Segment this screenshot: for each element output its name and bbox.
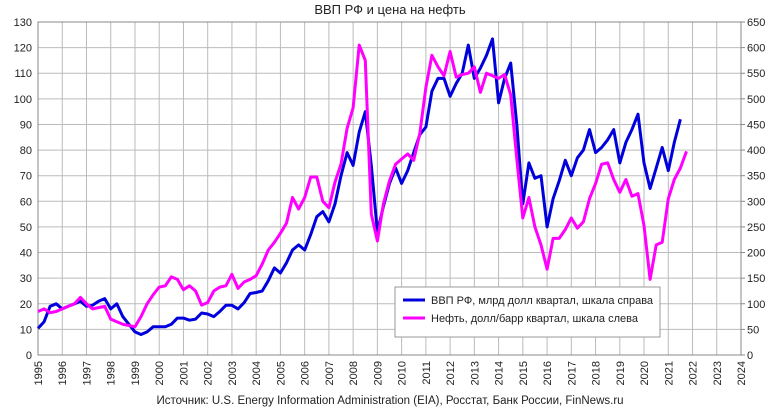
x-tick-label: 2005 xyxy=(275,361,287,385)
x-tick-label: 2012 xyxy=(445,361,457,385)
x-tick-label: 2008 xyxy=(348,361,360,385)
y2-tick-label: 450 xyxy=(747,119,765,131)
x-tick-label: 2011 xyxy=(421,361,433,385)
y-tick-label: 120 xyxy=(14,43,32,55)
x-tick-label: 2001 xyxy=(178,361,190,385)
y2-tick-label: 100 xyxy=(747,299,765,311)
x-tick-label: 2002 xyxy=(203,361,215,385)
legend-box xyxy=(394,286,661,338)
y2-tick-label: 550 xyxy=(747,68,765,80)
y-tick-label: 10 xyxy=(20,324,32,336)
x-tick-label: 2009 xyxy=(372,361,384,385)
x-tick-label: 2015 xyxy=(518,361,530,385)
x-tick-label: 1999 xyxy=(130,361,142,385)
y2-tick-label: 150 xyxy=(747,273,765,285)
y-tick-label: 80 xyxy=(20,145,32,157)
x-tick-label: 2021 xyxy=(663,361,675,385)
y2-tick-label: 400 xyxy=(747,145,765,157)
y2-tick-label: 50 xyxy=(747,324,759,336)
y-tick-label: 130 xyxy=(14,17,32,29)
y2-tick-label: 0 xyxy=(747,350,753,362)
y2-tick-label: 500 xyxy=(747,94,765,106)
x-tick-label: 2006 xyxy=(300,361,312,385)
y-tick-label: 100 xyxy=(14,94,32,106)
y2-tick-label: 600 xyxy=(747,43,765,55)
y2-tick-label: 200 xyxy=(747,248,765,260)
x-tick-label: 1998 xyxy=(106,361,118,385)
x-tick-label: 1997 xyxy=(81,361,93,385)
y2-tick-label: 250 xyxy=(747,222,765,234)
y-tick-label: 110 xyxy=(14,68,32,80)
y-tick-label: 50 xyxy=(20,222,32,234)
y-tick-label: 30 xyxy=(20,273,32,285)
y-tick-label: 90 xyxy=(20,119,32,131)
y-tick-label: 70 xyxy=(20,171,32,183)
x-tick-label: 1996 xyxy=(57,361,69,385)
x-tick-label: 2013 xyxy=(469,361,481,385)
chart-title: ВВП РФ и цена на нефть xyxy=(314,2,466,17)
plot-frame xyxy=(37,21,742,356)
x-tick-label: 2024 xyxy=(736,361,748,385)
y-tick-label: 0 xyxy=(26,350,32,362)
source: Источник: U.S. Energy Information Admini… xyxy=(156,395,623,407)
x-tick-label: 2004 xyxy=(251,361,263,385)
y-tick-label: 20 xyxy=(20,299,32,311)
y2-tick-label: 650 xyxy=(747,17,765,29)
legend-label: Нефть, долл/барр квартал, шкала слева xyxy=(431,313,639,325)
series-line xyxy=(36,37,682,336)
x-tick-label: 2014 xyxy=(494,361,506,385)
legend-label: ВВП РФ, млрд долл квартал, шкала справа xyxy=(431,295,654,307)
x-tick-label: 2019 xyxy=(615,361,627,385)
y2-tick-label: 350 xyxy=(747,171,765,183)
x-tick-label: 1995 xyxy=(33,361,45,385)
x-tick-label: 2016 xyxy=(542,361,554,385)
x-tick-label: 2022 xyxy=(688,361,700,385)
x-tick-label: 2003 xyxy=(227,361,239,385)
x-tick-label: 2007 xyxy=(324,361,336,385)
x-tick-label: 2018 xyxy=(591,361,603,385)
y-tick-label: 60 xyxy=(20,196,32,208)
x-tick-label: 2020 xyxy=(639,361,651,385)
y2-tick-label: 300 xyxy=(747,196,765,208)
x-tick-label: 2017 xyxy=(566,361,578,385)
y-tick-label: 40 xyxy=(20,248,32,260)
x-tick-label: 2010 xyxy=(397,361,409,385)
series-line xyxy=(37,43,688,329)
x-tick-label: 2023 xyxy=(712,361,724,385)
x-tick-label: 2000 xyxy=(154,361,166,385)
